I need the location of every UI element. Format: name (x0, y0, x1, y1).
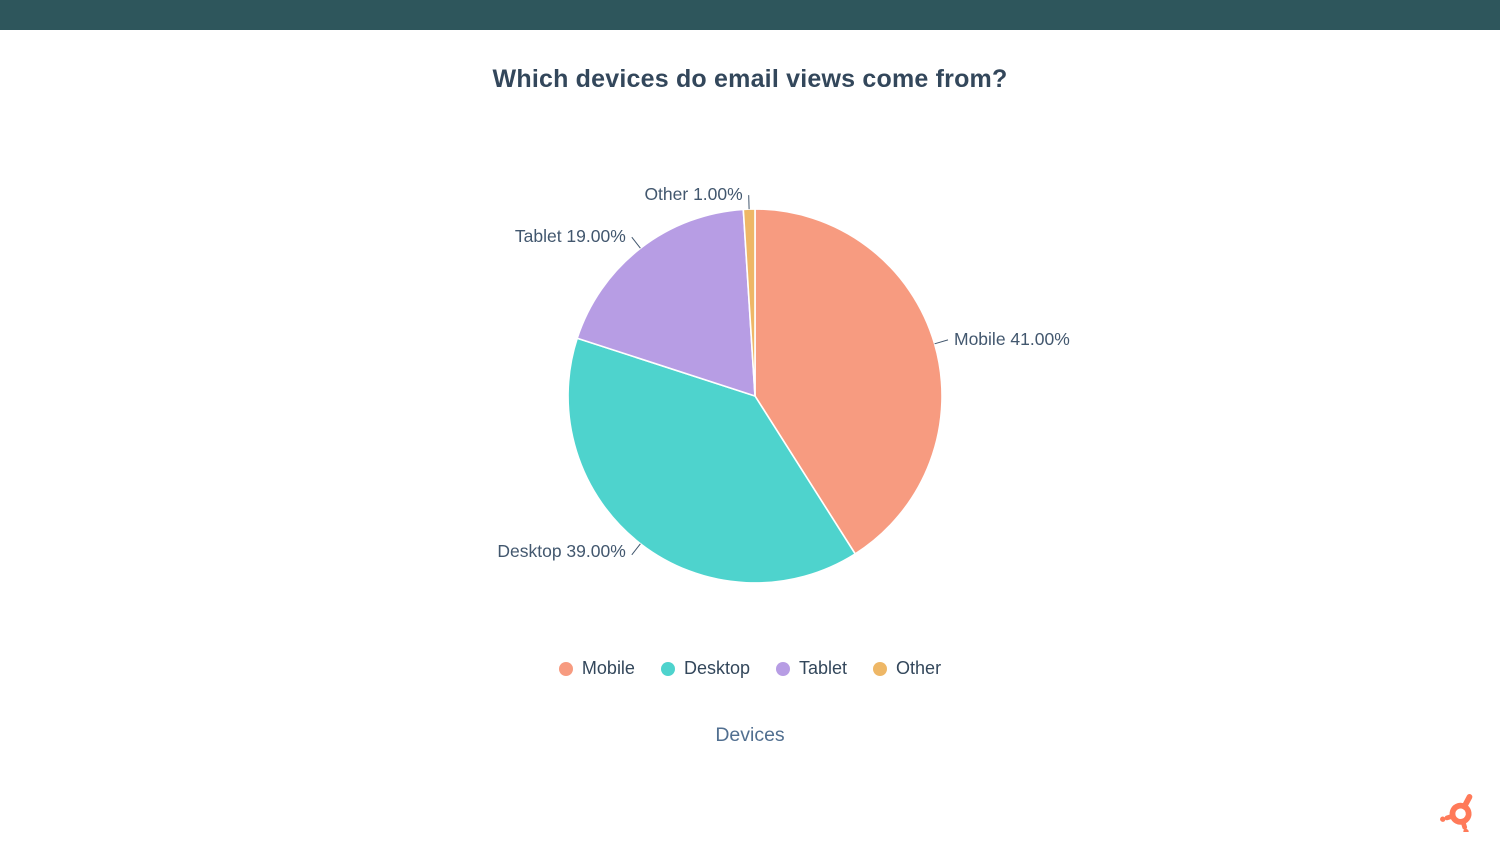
legend-label-other: Other (896, 658, 942, 678)
legend-label-mobile: Mobile (581, 658, 635, 678)
callout-line-tablet (631, 236, 641, 249)
legend-label-tablet: Tablet (799, 658, 848, 678)
hubspot-sprocket-icon (1440, 794, 1473, 835)
legend-item-mobile[interactable]: Mobile (558, 658, 635, 679)
top-bar (0, 0, 1500, 30)
callout-line-desktop (631, 543, 641, 556)
legend-dot-other (873, 661, 888, 676)
slice-label-desktop: Desktop 39.00% (497, 541, 625, 561)
pie-slice-other[interactable] (742, 208, 756, 397)
legend-item-tablet[interactable]: Tablet (776, 658, 847, 679)
legend-dot-tablet (776, 661, 790, 676)
legend-dot-mobile (558, 661, 573, 676)
hubspot-logo-icon (1440, 790, 1482, 835)
legend-dot-desktop (660, 661, 675, 676)
pie-slice-mobile[interactable] (754, 208, 943, 556)
legend-item-other[interactable]: Other (873, 658, 941, 679)
callout-line-mobile (934, 339, 949, 345)
slice-label-mobile: Mobile 41.00% (954, 329, 1070, 349)
legend-item-desktop[interactable]: Desktop (660, 658, 750, 679)
chart-legend: Mobile Desktop Tablet Other (0, 658, 1500, 679)
chart-title: Which devices do email views come from? (492, 65, 1008, 93)
slice-label-other: Other 1.00% (644, 184, 742, 204)
pie-slice-tablet[interactable] (576, 208, 756, 398)
slice-label-tablet: Tablet 19.00% (515, 226, 626, 246)
legend-label-desktop: Desktop (683, 658, 750, 678)
pie-slice-desktop[interactable] (567, 337, 857, 584)
x-axis-label: Devices (715, 724, 785, 746)
